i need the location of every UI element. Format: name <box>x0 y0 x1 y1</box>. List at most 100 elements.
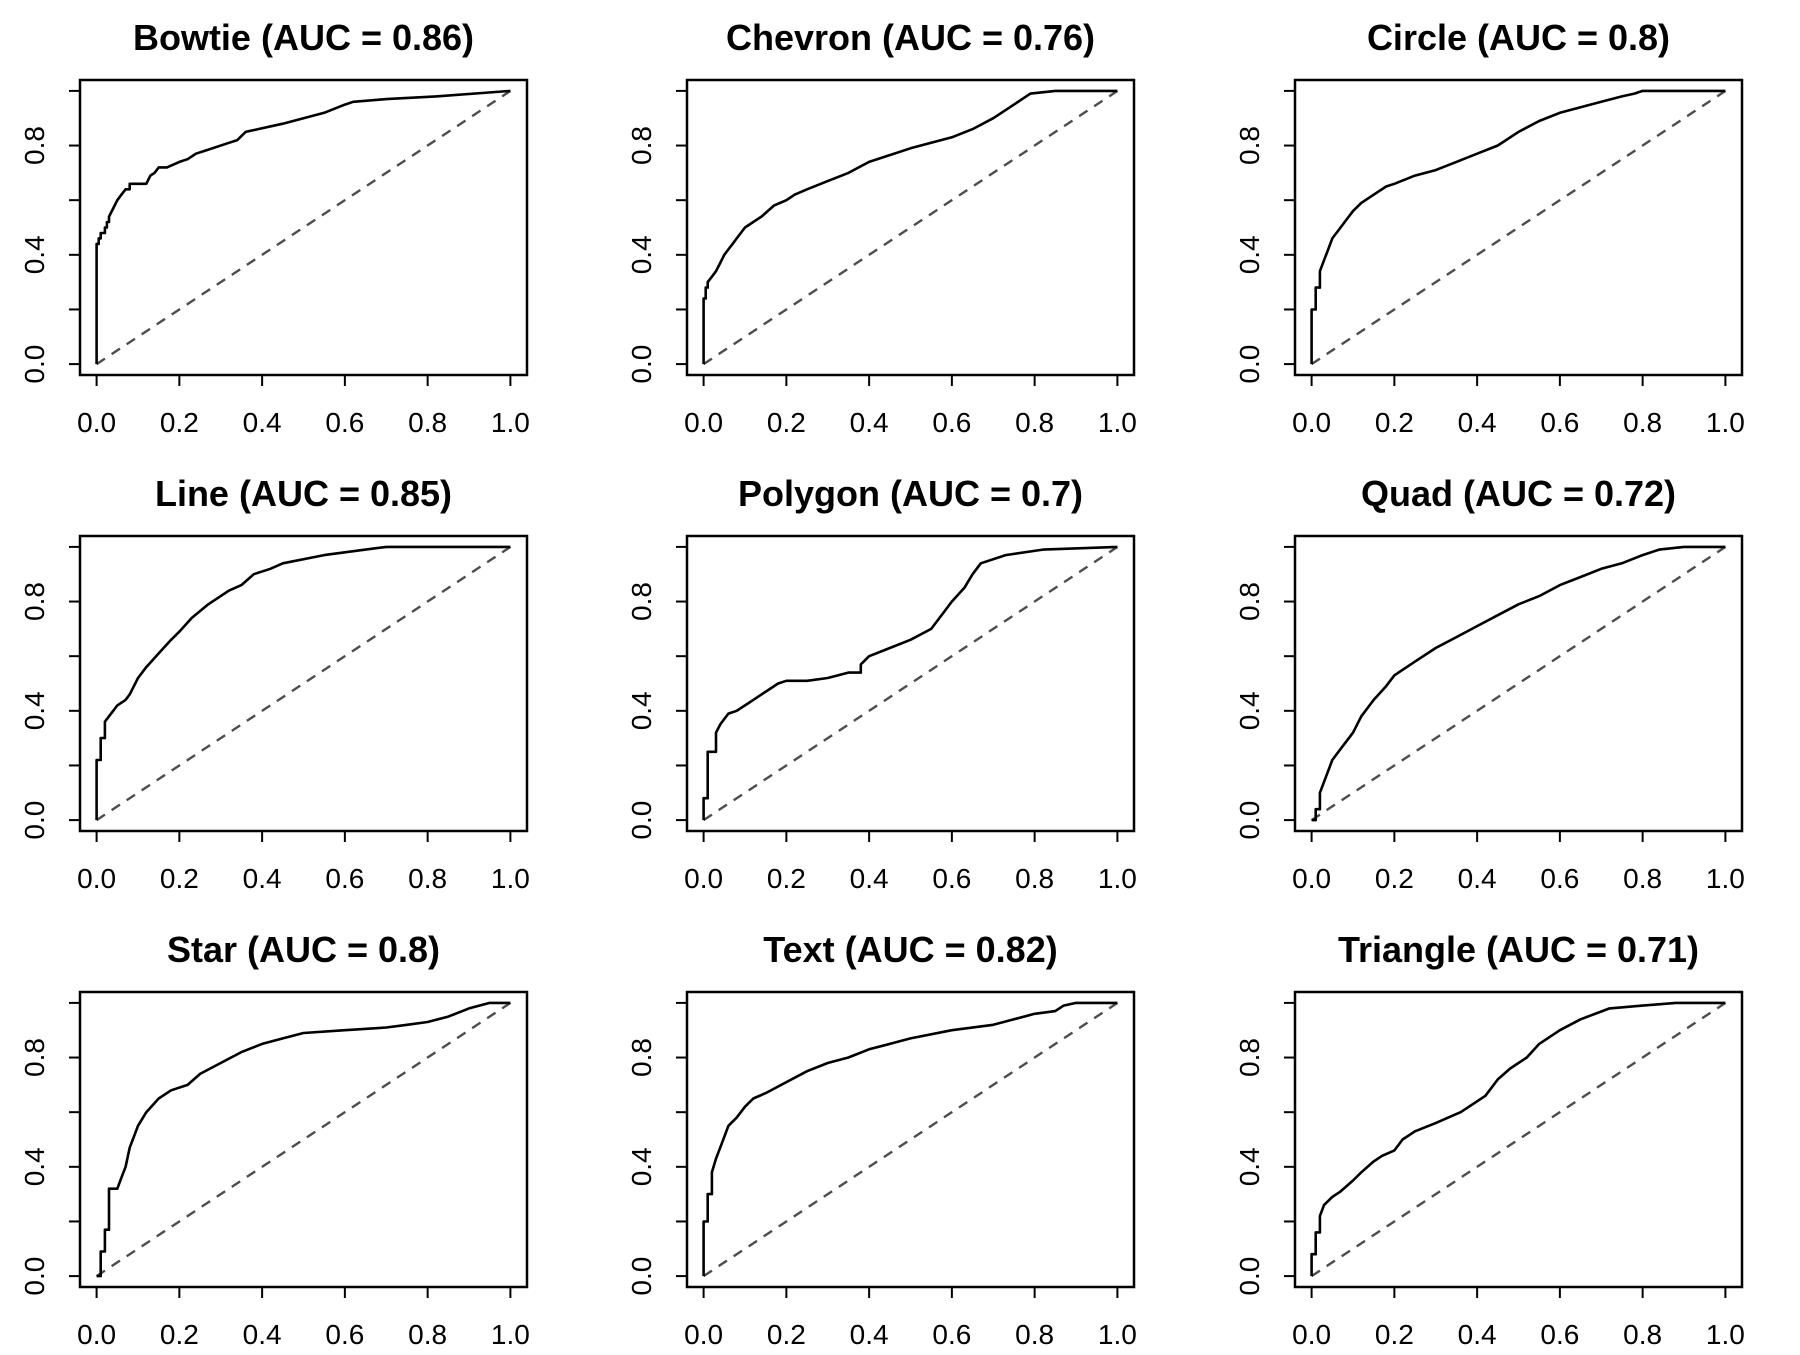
chart-title: Triangle (AUC = 0.71) <box>1338 929 1699 970</box>
x-tick-label: 0.4 <box>243 1319 282 1350</box>
reference-diagonal-line <box>702 1001 1119 1278</box>
chart-title: Line (AUC = 0.85) <box>155 473 452 514</box>
y-tick-label: 0.0 <box>19 345 50 384</box>
chart-panel: Chevron (AUC = 0.76) 0.0 0.2 0.4 0.6 0.8 1.0 0.… <box>626 17 1137 438</box>
x-tick-label: 0.0 <box>684 1319 723 1350</box>
roc-curve-line <box>702 89 1118 365</box>
x-tick-label: 0.8 <box>1015 1319 1054 1350</box>
x-tick-label: 0.8 <box>408 1319 447 1350</box>
chart-title: Circle (AUC = 0.8) <box>1367 17 1670 58</box>
y-tick-label: 0.4 <box>626 1147 657 1186</box>
x-tick-label: 0.6 <box>932 407 971 438</box>
x-tick-label: 0.8 <box>408 863 447 894</box>
x-tick-label: 0.2 <box>767 1319 806 1350</box>
y-tick-label: 0.4 <box>1234 691 1265 730</box>
x-tick-label: 0.6 <box>1540 1319 1579 1350</box>
y-tick-label: 0.0 <box>1234 801 1265 840</box>
x-tick-label: 0.2 <box>160 407 199 438</box>
y-tick-label: 0.8 <box>19 582 50 621</box>
chart-title: Quad (AUC = 0.72) <box>1361 473 1676 514</box>
x-tick-label: 0.0 <box>77 1319 116 1350</box>
roc-curve-line <box>96 1001 511 1278</box>
x-tick-label: 0.2 <box>160 863 199 894</box>
x-tick-label: 0.8 <box>1015 863 1054 894</box>
x-tick-label: 1.0 <box>491 1319 530 1350</box>
x-tick-label: 0.8 <box>1623 407 1662 438</box>
chart-title: Bowtie (AUC = 0.86) <box>133 17 474 58</box>
roc-curve-line <box>95 89 511 365</box>
y-tick-label: 0.8 <box>19 1038 50 1077</box>
x-tick-label: 1.0 <box>1706 863 1745 894</box>
chart-title: Polygon (AUC = 0.7) <box>738 473 1083 514</box>
x-tick-label: 0.4 <box>1458 863 1497 894</box>
chart-panel: Quad (AUC = 0.72) 0.0 0.2 0.4 0.6 0.8 1.0 0.0 0.… <box>1234 473 1745 894</box>
chart-panel: Text (AUC = 0.82) 0.0 0.2 0.4 0.6 0.8 1.0 0.0 0.… <box>626 929 1137 1350</box>
x-tick-label: 1.0 <box>1098 407 1137 438</box>
reference-diagonal-line <box>95 1001 512 1278</box>
reference-diagonal-line <box>702 545 1119 822</box>
reference-diagonal-line <box>1310 545 1727 822</box>
x-tick-label: 1.0 <box>1706 407 1745 438</box>
x-tick-label: 0.2 <box>1375 407 1414 438</box>
y-tick-label: 0.8 <box>19 126 50 165</box>
y-tick-label: 0.4 <box>19 235 50 274</box>
y-tick-label: 0.0 <box>1234 1257 1265 1296</box>
x-tick-label: 0.0 <box>684 863 723 894</box>
chart-panel: Polygon (AUC = 0.7) 0.0 0.2 0.4 0.6 0.8 1.0 0.0… <box>626 473 1137 894</box>
x-tick-label: 0.0 <box>684 407 723 438</box>
chart-title: Text (AUC = 0.82) <box>763 929 1057 970</box>
x-tick-label: 0.8 <box>408 407 447 438</box>
x-tick-label: 0.6 <box>1540 407 1579 438</box>
x-tick-label: 0.4 <box>850 1319 889 1350</box>
x-tick-label: 1.0 <box>491 863 530 894</box>
roc-curve-line <box>1311 545 1726 822</box>
x-tick-label: 0.2 <box>1375 1319 1414 1350</box>
x-tick-label: 0.6 <box>325 863 364 894</box>
y-tick-label: 0.8 <box>626 582 657 621</box>
y-tick-label: 0.4 <box>1234 235 1265 274</box>
chart-panel: Bowtie (AUC = 0.86) 0.0 0.2 0.4 0.6 0.8 1.0 0.0… <box>19 17 530 438</box>
x-tick-label: 1.0 <box>1098 863 1137 894</box>
x-tick-label: 0.6 <box>325 1319 364 1350</box>
x-tick-label: 0.4 <box>850 863 889 894</box>
x-tick-label: 0.4 <box>850 407 889 438</box>
x-tick-label: 1.0 <box>1706 1319 1745 1350</box>
x-tick-label: 0.4 <box>243 863 282 894</box>
x-tick-label: 0.0 <box>77 407 116 438</box>
chart-panel: Line (AUC = 0.85) 0.0 0.2 0.4 0.6 0.8 1.0 0.0 0.… <box>19 473 530 894</box>
y-tick-label: 0.4 <box>626 235 657 274</box>
x-tick-label: 0.6 <box>325 407 364 438</box>
roc-curve-line <box>702 545 1118 821</box>
x-tick-label: 0.2 <box>767 407 806 438</box>
roc-curve-line <box>95 545 511 821</box>
chart-panel: Circle (AUC = 0.8) 0.0 0.2 0.4 0.6 0.8 1.0 0.0 0… <box>1234 17 1745 438</box>
y-tick-label: 0.8 <box>626 126 657 165</box>
y-tick-label: 0.0 <box>19 801 50 840</box>
reference-diagonal-line <box>1310 1001 1727 1278</box>
x-tick-label: 1.0 <box>491 407 530 438</box>
reference-diagonal-line <box>702 89 1119 366</box>
x-tick-label: 0.6 <box>932 1319 971 1350</box>
reference-diagonal-line <box>95 89 512 366</box>
y-tick-label: 0.0 <box>626 345 657 384</box>
x-tick-label: 0.2 <box>160 1319 199 1350</box>
chart-panel: Star (AUC = 0.8) 0.0 0.2 0.4 0.6 0.8 1.0 0.0 0.4… <box>19 929 530 1350</box>
y-tick-label: 0.0 <box>626 801 657 840</box>
x-tick-label: 0.8 <box>1623 863 1662 894</box>
chart-title: Star (AUC = 0.8) <box>167 929 440 970</box>
y-tick-label: 0.0 <box>1234 345 1265 384</box>
x-tick-label: 0.4 <box>243 407 282 438</box>
roc-curve-line <box>1310 1001 1726 1277</box>
x-tick-label: 0.8 <box>1623 1319 1662 1350</box>
y-tick-label: 0.0 <box>19 1257 50 1296</box>
y-tick-label: 0.4 <box>626 691 657 730</box>
x-tick-label: 0.8 <box>1015 407 1054 438</box>
x-tick-label: 1.0 <box>1098 1319 1137 1350</box>
x-tick-label: 0.2 <box>1375 863 1414 894</box>
x-tick-label: 0.0 <box>77 863 116 894</box>
roc-curve-line <box>702 1001 1118 1277</box>
chart-title: Chevron (AUC = 0.76) <box>726 17 1095 58</box>
y-tick-label: 0.8 <box>1234 126 1265 165</box>
x-tick-label: 0.0 <box>1292 1319 1331 1350</box>
